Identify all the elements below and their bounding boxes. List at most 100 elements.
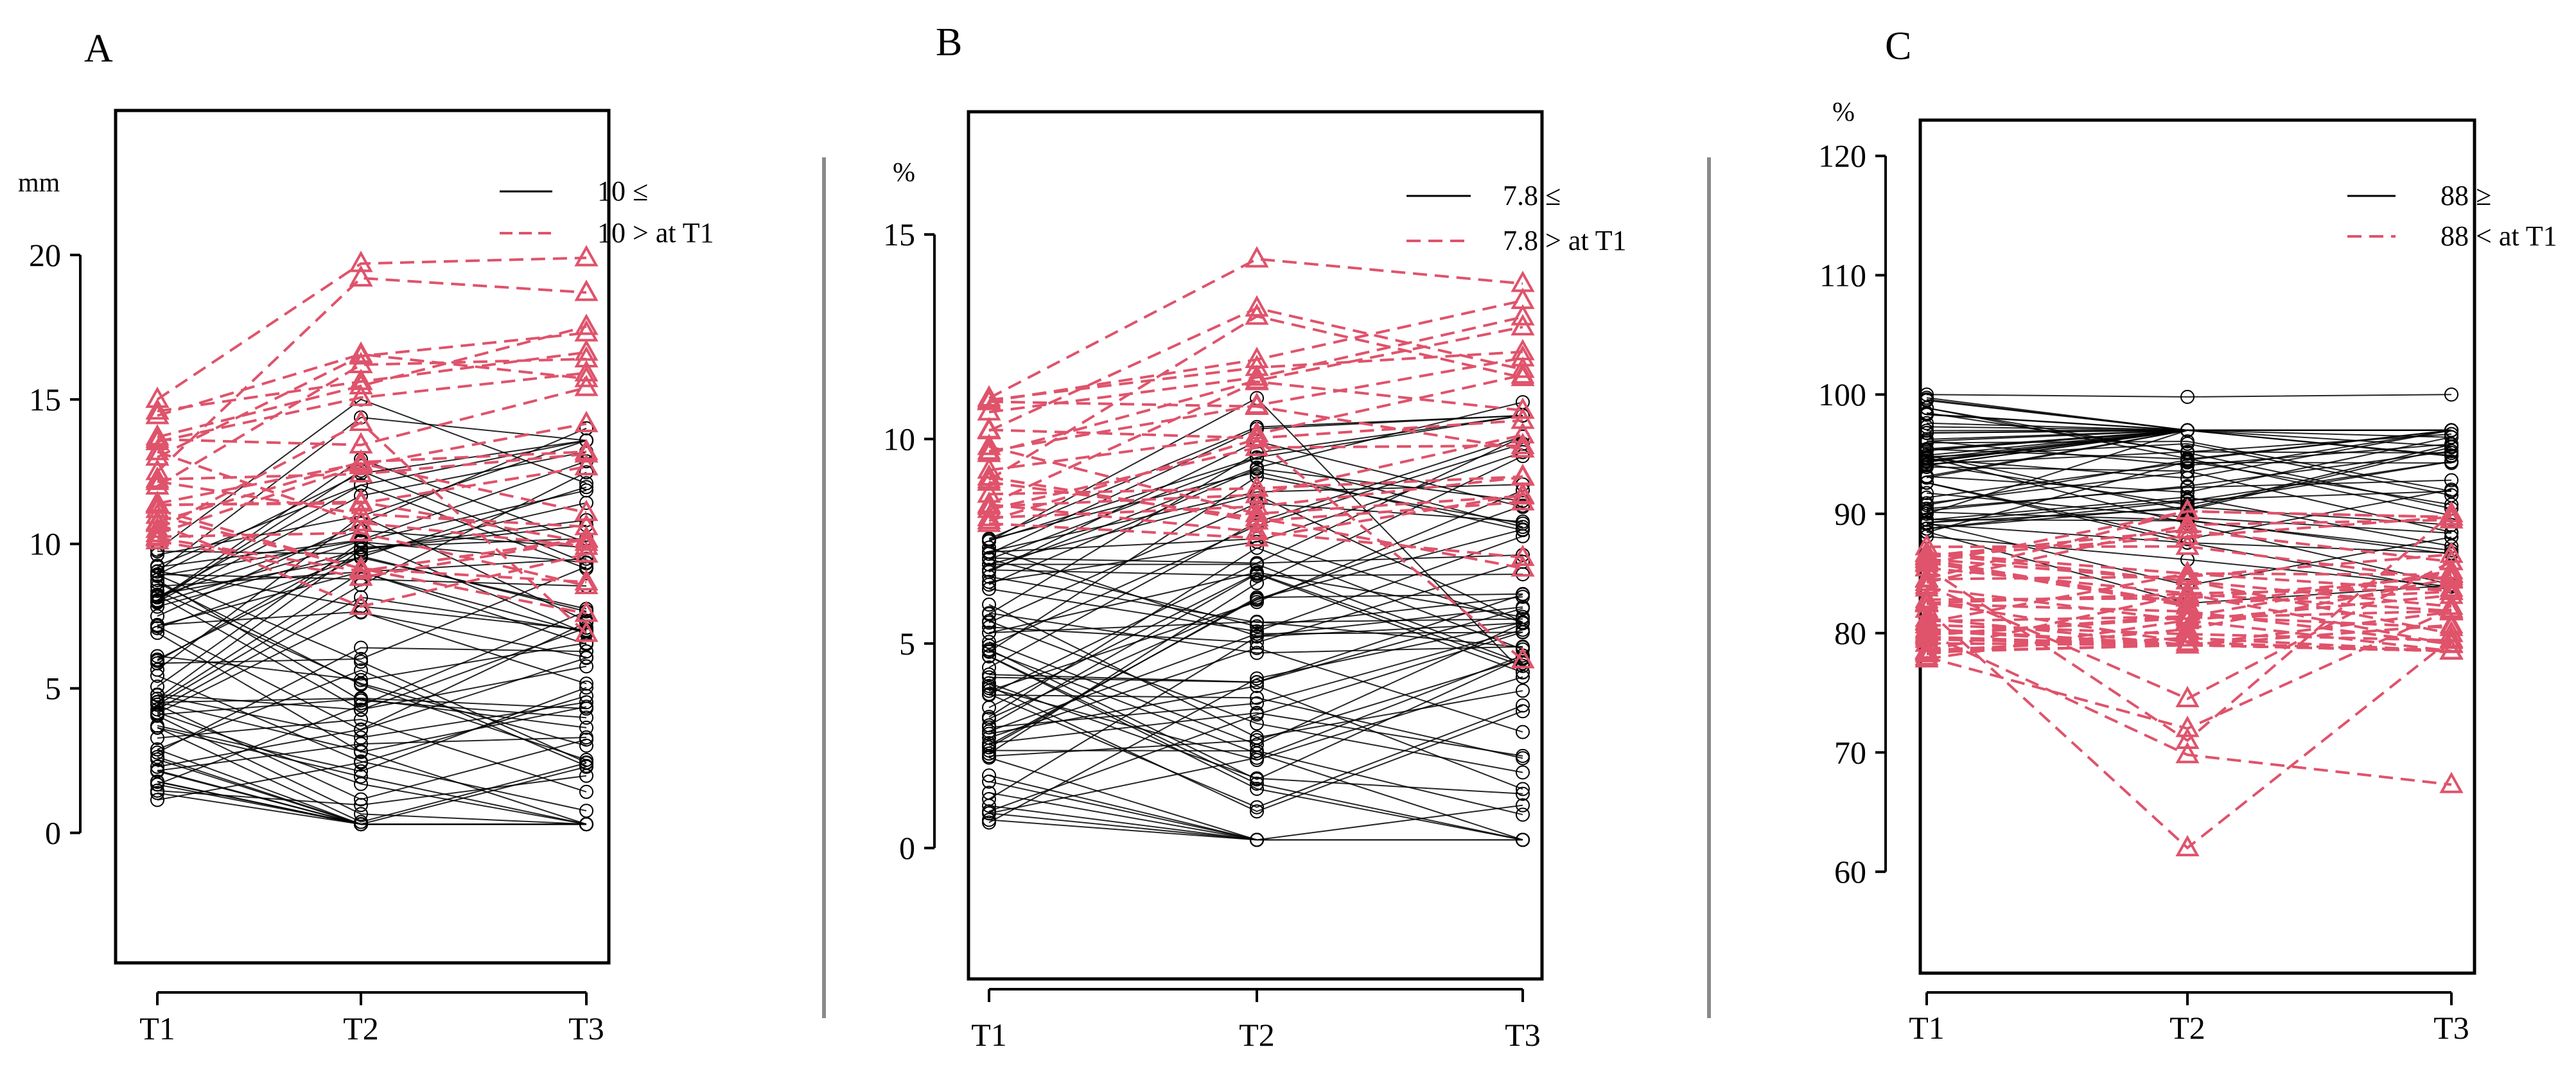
x-tick-label: T2: [343, 1010, 379, 1046]
series-black-line: [157, 484, 587, 570]
series-red-line: [988, 444, 1523, 511]
series-black-line: [988, 682, 1523, 795]
data-point-circle: [1516, 725, 1530, 739]
data-point-circle: [982, 660, 996, 675]
series-black-line: [157, 727, 587, 825]
series-black-line: [157, 572, 587, 703]
series-black-line: [157, 737, 587, 771]
series-black-line: [157, 715, 587, 825]
series-black-line: [988, 401, 1523, 571]
data-point-circle: [579, 695, 593, 710]
data-point-circle: [1920, 426, 1934, 441]
data-point-triangle: [349, 564, 373, 586]
data-point-triangle: [574, 320, 599, 342]
data-point-circle: [354, 550, 368, 565]
panel-letter: B: [936, 21, 962, 64]
data-point-circle: [2180, 423, 2195, 437]
data-point-triangle: [349, 452, 373, 475]
series-red-line: [157, 351, 587, 413]
data-point-circle: [579, 759, 593, 774]
data-point-circle: [1920, 457, 1934, 471]
y-tick-label: 10: [29, 526, 61, 562]
data-point-circle: [1920, 416, 1934, 430]
data-point-triangle: [1511, 436, 1535, 458]
data-point-triangle: [2175, 716, 2200, 737]
data-point-triangle: [145, 527, 170, 550]
data-point-triangle: [1245, 346, 1269, 369]
data-point-circle: [982, 768, 996, 783]
data-point-triangle: [977, 469, 1001, 491]
data-point-circle: [982, 620, 996, 635]
series-red-line: [1926, 631, 2452, 786]
series-black-line: [988, 620, 1523, 773]
data-point-circle: [1516, 782, 1530, 797]
series-black-line: [988, 693, 1523, 808]
data-point-triangle: [145, 520, 170, 543]
data-point-circle: [1920, 407, 1934, 422]
y-tick-label: 120: [1818, 138, 1866, 174]
series-red-line: [157, 353, 587, 418]
data-point-triangle: [349, 594, 373, 615]
data-point-circle: [150, 759, 164, 774]
x-tick-label: T3: [568, 1010, 604, 1046]
data-point-circle: [982, 581, 996, 596]
series-black-line: [988, 535, 1523, 632]
data-point-circle: [1250, 451, 1264, 466]
series-red-line: [156, 276, 587, 473]
data-point-circle: [1516, 748, 1530, 763]
legend-label-red: 10 > at T1: [597, 217, 714, 249]
data-point-circle: [1920, 486, 1934, 500]
data-point-triangle: [349, 556, 373, 577]
data-point-triangle: [2175, 727, 2200, 750]
data-point-circle: [1250, 696, 1264, 710]
series-black-line: [157, 756, 587, 825]
series-black-line: [1926, 414, 2452, 456]
data-point-triangle: [574, 526, 599, 548]
data-point-triangle: [977, 510, 1001, 533]
data-point-triangle: [977, 434, 1001, 455]
data-point-triangle: [1914, 566, 1939, 588]
data-point-circle: [150, 705, 164, 720]
series-red-line: [988, 475, 1523, 496]
series-black-line: [988, 650, 1523, 841]
series-red-line: [1926, 575, 2452, 601]
series-black-line: [988, 685, 1523, 813]
series-black-line: [1926, 461, 2452, 533]
data-point-triangle: [1245, 475, 1269, 497]
series-red-line: [156, 256, 587, 401]
data-point-circle: [1516, 601, 1530, 616]
series-red-line: [988, 503, 1523, 559]
series-black-line: [1926, 412, 2452, 453]
data-point-circle: [579, 689, 593, 703]
data-point-circle: [2180, 389, 2195, 404]
data-point-circle: [579, 465, 593, 480]
y-tick-label: 10: [883, 421, 915, 457]
series-red-line: [988, 419, 1523, 440]
data-point-circle: [982, 798, 996, 813]
data-point-triangle: [2439, 577, 2464, 600]
data-point-circle: [1250, 635, 1264, 650]
data-point-circle: [1250, 540, 1264, 555]
data-point-circle: [150, 742, 164, 757]
data-point-triangle: [2175, 625, 2200, 647]
data-point-triangle: [2175, 598, 2200, 621]
series-red-line: [988, 315, 1523, 414]
data-point-circle: [579, 651, 593, 665]
data-point-circle: [982, 540, 996, 555]
data-point-triangle: [2175, 498, 2200, 520]
series-black-line: [988, 775, 1523, 841]
data-point-triangle: [1245, 421, 1269, 443]
data-point-triangle: [349, 432, 373, 453]
data-point-circle: [1920, 501, 1934, 516]
data-point-circle: [982, 557, 996, 572]
data-point-triangle: [1511, 483, 1535, 505]
data-point-triangle: [1511, 407, 1535, 429]
series-red-line: [1926, 623, 2452, 642]
data-point-triangle: [1245, 482, 1269, 504]
data-point-triangle: [1914, 540, 1939, 562]
series-red-line: [157, 536, 587, 573]
data-point-circle: [1250, 777, 1264, 791]
data-point-circle: [354, 769, 368, 784]
data-point-triangle: [2175, 834, 2200, 857]
series-red-line: [1926, 603, 2452, 646]
